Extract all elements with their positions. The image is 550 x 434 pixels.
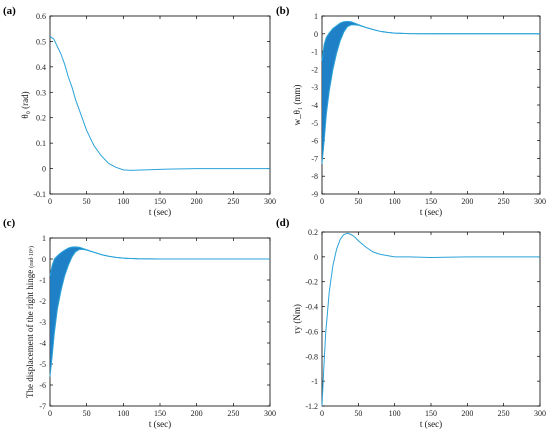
panel-label: (b) (276, 5, 290, 17)
x-tick-label: 0 (320, 197, 324, 206)
x-tick-label: 100 (389, 197, 401, 206)
y-tick-label: -0.8 (305, 352, 318, 361)
x-axis-label: t (sec) (149, 207, 171, 217)
x-axis-label: t (sec) (420, 207, 442, 217)
oscillation-strokes (322, 21, 374, 158)
y-axis-unit: (rad·10⁶) (28, 246, 35, 268)
x-axis-label: t (sec) (149, 419, 171, 429)
y-tick-label: 0 (42, 255, 46, 264)
y-tick-label: -3 (39, 318, 46, 327)
series-upper-envelope-line (321, 20, 540, 61)
y-tick-label: -6 (39, 381, 46, 390)
panel-a: 0 50 100 150 200 250 300-0.100.10.20.30.40.50.… (3, 5, 276, 217)
y-tick-label: 0.1 (36, 139, 46, 148)
y-tick-label: 0.5 (36, 37, 46, 46)
y-tick-label: -0.6 (305, 327, 318, 336)
x-tick-label: 50 (354, 197, 362, 206)
y-tick-label: -4 (39, 339, 46, 348)
y-tick-label: 0.2 (36, 114, 46, 123)
y-tick-label: -1.2 (305, 402, 318, 411)
x-tick-label: 100 (389, 409, 401, 418)
plot-frame (321, 231, 541, 407)
x-tick-label: 200 (461, 409, 473, 418)
y-tick-label: -8 (311, 172, 318, 181)
oscillation-band (322, 21, 540, 164)
plot-frame (49, 237, 271, 407)
series-line (49, 35, 270, 171)
y-tick-label: -2 (39, 297, 46, 306)
x-tick-label: 250 (227, 197, 239, 206)
plot-frame (321, 15, 541, 195)
x-tick-label: 150 (154, 197, 166, 206)
panel-label: (c) (3, 217, 16, 229)
y-tick-label: 0 (42, 165, 46, 174)
y-tick-label: -4 (311, 101, 318, 110)
x-tick-label: 150 (154, 409, 166, 418)
y-tick-label: -1 (39, 276, 46, 285)
x-tick-label: 0 (48, 409, 52, 418)
y-tick-label: 0 (314, 30, 318, 39)
panel-d: 0 50 100 150 200 250 300 -1.2 -1 -0.8 -0.6 -0.4 -0.2… (276, 217, 546, 429)
y-tick-label: 0.6 (36, 12, 46, 21)
x-tick-label: 200 (191, 197, 203, 206)
x-axis-label: t (sec) (420, 419, 442, 429)
x-tick-label: 200 (191, 409, 203, 418)
y-tick-label: -0.2 (305, 278, 318, 287)
y-tick-label: -5 (311, 119, 318, 128)
series-lower-envelope-line (321, 24, 540, 164)
x-tick-label: 50 (83, 197, 91, 206)
x-tick-label: 0 (48, 197, 52, 206)
y-tick-label: -6 (311, 137, 318, 146)
panel-label: (a) (3, 5, 16, 17)
y-tick-label: 1 (314, 12, 318, 21)
y-tick-label: -5 (39, 360, 46, 369)
y-tick-label: -7 (39, 402, 46, 411)
x-tick-label: 300 (264, 409, 276, 418)
oscillation-band (50, 246, 270, 377)
y-tick-label: 0 (314, 253, 318, 262)
series-line (321, 232, 540, 407)
y-tick-label: -9 (311, 190, 318, 199)
x-tick-label: 250 (227, 409, 239, 418)
y-tick-label: 0.3 (36, 88, 46, 97)
x-tick-label: 150 (425, 409, 437, 418)
y-axis-label: θ₀ (rad) (20, 91, 30, 118)
x-tick-label: 300 (534, 197, 546, 206)
x-tick-label: 300 (264, 197, 276, 206)
y-tick-label: -7 (311, 154, 318, 163)
y-tick-label: 0.4 (36, 63, 46, 72)
x-tick-label: 250 (498, 409, 510, 418)
y-axis-label: w_θ₁ (mm) (292, 85, 302, 126)
x-tick-label: 100 (117, 197, 129, 206)
oscillation-strokes (50, 246, 102, 372)
y-tick-label: -3 (311, 83, 318, 92)
plot-frame (49, 15, 271, 195)
x-tick-label: 150 (425, 197, 437, 206)
panel-c: 0 50 100 150 200 250 300 -7 -6 -5 -4 -3 -2 -1 0 1 t (sec… (3, 217, 276, 429)
series-upper-envelope-line (49, 246, 270, 276)
y-tick-label: 1 (42, 234, 46, 243)
panel-label: (d) (276, 217, 290, 229)
x-tick-label: 300 (534, 409, 546, 418)
x-tick-label: 50 (83, 409, 91, 418)
y-tick-label: -1 (311, 48, 318, 57)
y-tick-label: 0.2 (308, 228, 318, 237)
y-tick-label: -2 (311, 65, 318, 74)
x-tick-label: 250 (498, 197, 510, 206)
x-tick-label: 200 (461, 197, 473, 206)
x-tick-label: 0 (320, 409, 324, 418)
x-tick-label: 50 (354, 409, 362, 418)
y-tick-label: -1 (311, 377, 318, 386)
x-tick-label: 100 (117, 409, 129, 418)
y-tick-label: -0.4 (305, 303, 318, 312)
panel-b: 0 50 100 150 200 250 300 -9 -8 -7 -6 -5 -4 -3 -2 -1 0 1 t … (276, 5, 546, 217)
y-axis-label: The displacement of the right hinge(rad·… (25, 246, 35, 398)
y-axis-label: τy (Nm) (292, 304, 302, 334)
series-lower-envelope-line (49, 248, 270, 377)
y-tick-label: -0.1 (33, 190, 46, 199)
